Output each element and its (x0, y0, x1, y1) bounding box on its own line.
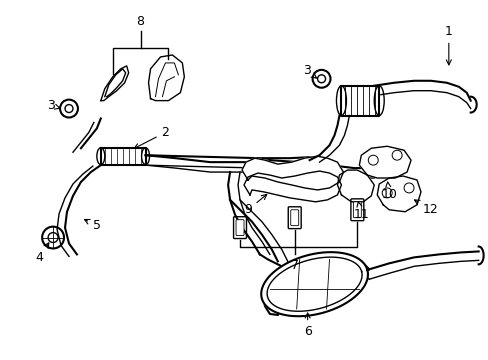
Text: 9: 9 (244, 194, 266, 216)
Polygon shape (376, 176, 420, 212)
Text: 1: 1 (444, 24, 452, 65)
Text: 6: 6 (303, 313, 311, 338)
Text: 4: 4 (35, 243, 49, 264)
FancyBboxPatch shape (353, 202, 361, 218)
FancyBboxPatch shape (290, 210, 298, 226)
Text: 11: 11 (353, 202, 368, 221)
Text: 2: 2 (134, 126, 169, 148)
Text: 3: 3 (302, 64, 316, 78)
Polygon shape (242, 156, 343, 190)
FancyBboxPatch shape (236, 220, 244, 235)
Text: 5: 5 (84, 219, 101, 232)
Text: 12: 12 (414, 200, 438, 216)
Polygon shape (244, 171, 341, 202)
Polygon shape (359, 146, 410, 178)
Text: 8: 8 (136, 15, 144, 28)
Polygon shape (101, 148, 145, 165)
Polygon shape (261, 252, 367, 316)
Polygon shape (101, 66, 128, 100)
Text: 10: 10 (381, 182, 396, 201)
Text: 7: 7 (290, 259, 298, 272)
Polygon shape (148, 55, 184, 100)
Polygon shape (337, 170, 373, 202)
Polygon shape (341, 86, 379, 116)
Text: 3: 3 (47, 99, 61, 112)
